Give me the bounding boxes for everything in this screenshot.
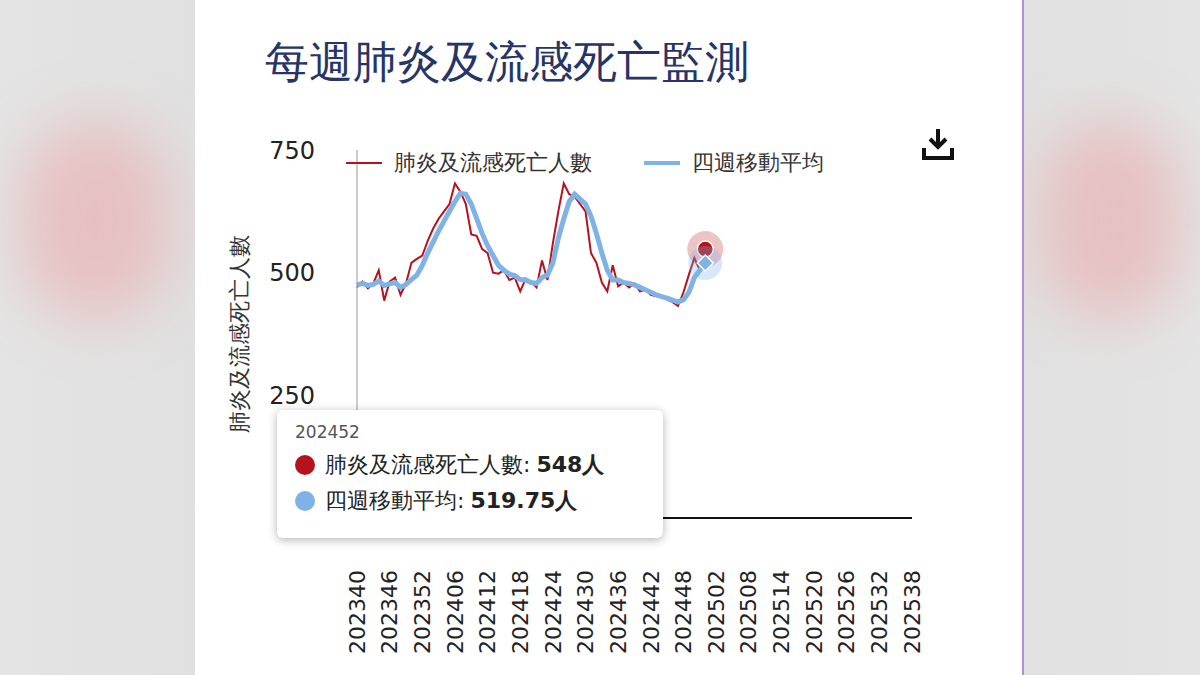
svg-text:202406: 202406 — [443, 570, 468, 654]
svg-text:202514: 202514 — [769, 570, 794, 654]
svg-text:202418: 202418 — [508, 570, 533, 654]
svg-text:202346: 202346 — [377, 570, 402, 654]
svg-text:202538: 202538 — [900, 570, 925, 654]
svg-text:202520: 202520 — [802, 570, 827, 654]
svg-text:202352: 202352 — [410, 570, 435, 654]
svg-text:202526: 202526 — [834, 570, 859, 654]
svg-text:202532: 202532 — [867, 570, 892, 654]
svg-text:202340: 202340 — [345, 570, 370, 654]
svg-text:750: 750 — [269, 137, 315, 165]
svg-text:202412: 202412 — [475, 570, 500, 654]
svg-text:500: 500 — [269, 259, 315, 287]
html-text:202452: 202452 — [295, 422, 360, 442]
html-text:每週肺炎及流感死亡監測: 每週肺炎及流感死亡監測 — [265, 36, 749, 87]
html-text:四週移動平均: 519.75人: 四週移動平均: 519.75人 — [325, 488, 578, 513]
html-text:肺炎及流感死亡人數: 肺炎及流感死亡人數 — [394, 150, 592, 175]
svg-text:202424: 202424 — [541, 570, 566, 654]
svg-text:202442: 202442 — [639, 570, 664, 654]
svg-text:202448: 202448 — [671, 570, 696, 654]
html-text:四週移動平均: 四週移動平均 — [692, 150, 824, 175]
html-text:肺炎及流感死亡人數: 548人: 肺炎及流感死亡人數: 548人 — [325, 452, 605, 477]
svg-text:202508: 202508 — [736, 570, 761, 654]
svg-text:250: 250 — [269, 382, 315, 410]
svg-text:202436: 202436 — [606, 570, 631, 654]
svg-text:202430: 202430 — [573, 570, 598, 654]
svg-text:肺炎及流感死亡人數: 肺炎及流感死亡人數 — [227, 235, 252, 433]
svg-text:202502: 202502 — [704, 570, 729, 654]
